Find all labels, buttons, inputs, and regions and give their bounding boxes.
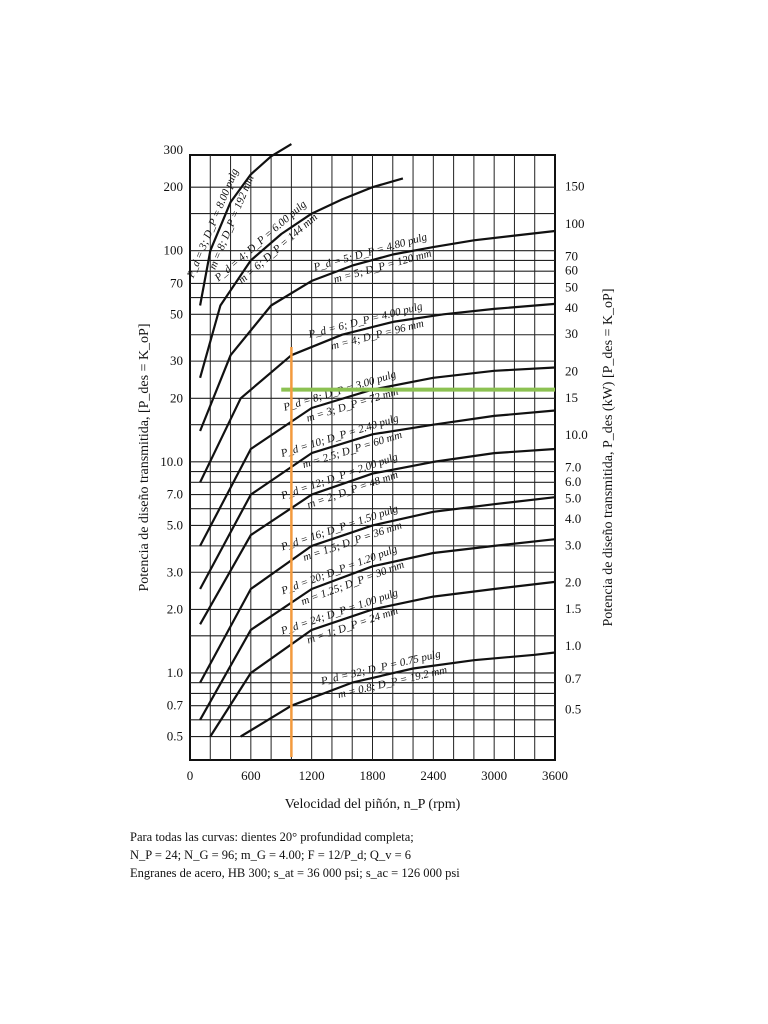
- y-left-tick-label: 5.0: [167, 517, 183, 532]
- y-left-tick-label: 2.0: [167, 601, 183, 616]
- series-curve: [199, 302, 556, 483]
- series-curve: [199, 229, 556, 432]
- x-tick-label: 0: [187, 768, 194, 783]
- y-right-tick-label: 70: [565, 249, 578, 264]
- y-left-tick-label: 20: [170, 390, 183, 405]
- y-right-tick-label: 10.0: [565, 427, 588, 442]
- x-tick-label: 2400: [420, 768, 446, 783]
- y-left-tick-label: 30: [170, 353, 183, 368]
- y-right-tick-label: 100: [565, 216, 585, 231]
- note-line-1: Para todas las curvas: dientes 20° profu…: [130, 830, 414, 844]
- y-right-tick-label: 60: [565, 263, 578, 278]
- y-right-tick-label: 3.0: [565, 537, 581, 552]
- y-left-tick-label: 0.7: [167, 698, 184, 713]
- y-right-tick-label: 1.0: [565, 638, 581, 653]
- series-curve: [199, 496, 556, 684]
- y-right-tick-label: 1.5: [565, 601, 581, 616]
- note-line-3: Engranes de acero, HB 300; s_at = 36 000…: [130, 866, 460, 880]
- y-right-tick-label: 150: [565, 179, 585, 194]
- y-left-tick-label: 300: [164, 142, 184, 157]
- y-left-tick-label: 50: [170, 306, 183, 321]
- note-line-2: N_P = 24; N_G = 96; m_G = 4.00; F = 12/P…: [130, 848, 411, 862]
- x-tick-label: 3600: [542, 768, 568, 783]
- series-curve: [199, 538, 556, 721]
- y-left-tick-label: 0.5: [167, 729, 183, 744]
- series-curve: [199, 143, 292, 306]
- y-right-tick-label: 2.0: [565, 575, 581, 590]
- series-curve: [209, 580, 556, 738]
- y-left-tick-label: 70: [170, 275, 183, 290]
- y-right-tick-label: 50: [565, 279, 578, 294]
- overlays: [281, 346, 555, 757]
- y-right-tick-label: 4.0: [565, 511, 581, 526]
- y-right-tick-label: 40: [565, 300, 578, 315]
- y-right-tick-label: 0.7: [565, 671, 582, 686]
- y-right-tick-label: 30: [565, 326, 578, 341]
- y-left-tick-label: 3.0: [167, 564, 183, 579]
- y-left-tick-label: 100: [164, 243, 184, 258]
- y-left-tick-label: 7.0: [167, 487, 183, 502]
- y-left-tick-label: 10.0: [160, 454, 183, 469]
- y-left-tick-label: 200: [164, 179, 184, 194]
- y-right-tick-label: 15: [565, 390, 578, 405]
- y-left-tick-label: 1.0: [167, 665, 183, 680]
- x-tick-label: 3000: [481, 768, 507, 783]
- tick-labels: 0 600 1200 1800 2400 3000 3600 300 200 100 70 50 30 2…: [160, 142, 588, 783]
- curves: [199, 143, 556, 738]
- x-tick-label: 1200: [299, 768, 325, 783]
- y-axis-title-right: Potencia de diseño transmitida, P_des (k…: [601, 288, 616, 626]
- series-curve: [199, 447, 556, 625]
- y-right-tick-label: 0.5: [565, 702, 581, 717]
- x-tick-label: 600: [241, 768, 261, 783]
- y-right-tick-label: 7.0: [565, 460, 581, 475]
- x-tick-label: 1800: [360, 768, 386, 783]
- y-right-tick-label: 6.0: [565, 474, 581, 489]
- y-right-tick-label: 20: [565, 363, 578, 378]
- y-right-tick-label: 5.0: [565, 491, 581, 506]
- y-axis-title-left: Potencia de diseño transmitida, [P_des =…: [137, 323, 152, 591]
- series-curve: [199, 409, 556, 590]
- x-axis-title: Velocidad del piñón, n_P (rpm): [285, 797, 461, 812]
- series-curve: [199, 177, 404, 379]
